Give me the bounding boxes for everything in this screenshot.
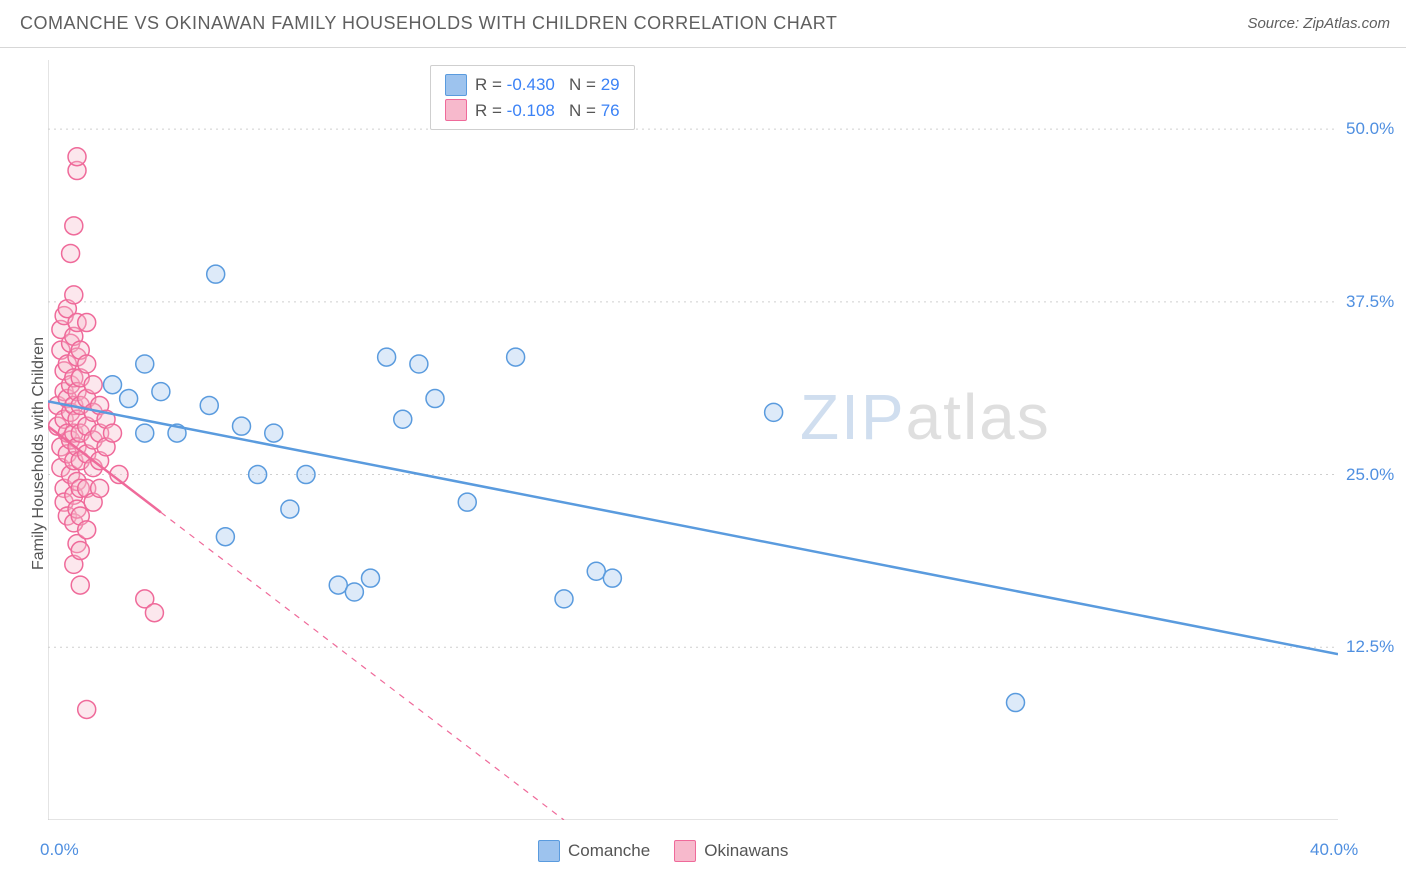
data-point: [507, 348, 525, 366]
data-point: [394, 410, 412, 428]
data-point: [458, 493, 476, 511]
title-bar: COMANCHE VS OKINAWAN FAMILY HOUSEHOLDS W…: [0, 0, 1406, 48]
data-point: [555, 590, 573, 608]
data-point: [329, 576, 347, 594]
data-point: [84, 376, 102, 394]
legend-swatch: [445, 99, 467, 121]
data-point: [91, 479, 109, 497]
data-point: [362, 569, 380, 587]
data-point: [765, 403, 783, 421]
legend-stat: R = -0.430 N = 29: [475, 72, 620, 98]
data-point: [62, 244, 80, 262]
data-point: [378, 348, 396, 366]
data-point: [136, 424, 154, 442]
legend-row: R = -0.430 N = 29: [445, 72, 620, 98]
data-point: [104, 424, 122, 442]
data-point: [410, 355, 428, 373]
data-point: [1007, 694, 1025, 712]
y-tick-label: 50.0%: [1346, 119, 1394, 139]
data-point: [65, 286, 83, 304]
x-axis-origin-label: 0.0%: [40, 840, 79, 860]
data-point: [426, 390, 444, 408]
data-point: [120, 390, 138, 408]
data-point: [281, 500, 299, 518]
y-axis-label: Family Households with Children: [30, 337, 48, 570]
data-point: [65, 217, 83, 235]
data-point: [233, 417, 251, 435]
legend-swatch: [538, 840, 560, 862]
x-axis-end-label: 40.0%: [1310, 840, 1358, 860]
data-point: [71, 542, 89, 560]
data-point: [587, 562, 605, 580]
series-legend-item: Okinawans: [674, 840, 788, 862]
series-name: Okinawans: [704, 841, 788, 861]
data-point: [216, 528, 234, 546]
legend-swatch: [674, 840, 696, 862]
data-point: [145, 604, 163, 622]
data-point: [78, 700, 96, 718]
data-point: [152, 383, 170, 401]
data-point: [104, 376, 122, 394]
data-point: [136, 355, 154, 373]
scatter-plot: [48, 60, 1338, 820]
trend-line-extrapolated: [161, 512, 564, 820]
data-point: [207, 265, 225, 283]
data-point: [249, 466, 267, 484]
y-tick-label: 12.5%: [1346, 637, 1394, 657]
data-point: [603, 569, 621, 587]
y-tick-label: 37.5%: [1346, 292, 1394, 312]
trend-line: [48, 401, 1338, 654]
data-point: [68, 148, 86, 166]
legend-row: R = -0.108 N = 76: [445, 98, 620, 124]
legend-swatch: [445, 74, 467, 96]
y-tick-label: 25.0%: [1346, 465, 1394, 485]
correlation-legend: R = -0.430 N = 29R = -0.108 N = 76: [430, 65, 635, 130]
series-name: Comanche: [568, 841, 650, 861]
data-point: [78, 314, 96, 332]
chart-title: COMANCHE VS OKINAWAN FAMILY HOUSEHOLDS W…: [20, 13, 837, 34]
source-label: Source: ZipAtlas.com: [1247, 15, 1390, 32]
data-point: [78, 355, 96, 373]
data-point: [297, 466, 315, 484]
data-point: [78, 521, 96, 539]
data-point: [265, 424, 283, 442]
data-point: [345, 583, 363, 601]
data-point: [200, 396, 218, 414]
series-legend: Comanche Okinawans: [538, 840, 788, 862]
plot-svg: [48, 60, 1338, 820]
series-legend-item: Comanche: [538, 840, 650, 862]
data-point: [71, 576, 89, 594]
legend-stat: R = -0.108 N = 76: [475, 98, 620, 124]
